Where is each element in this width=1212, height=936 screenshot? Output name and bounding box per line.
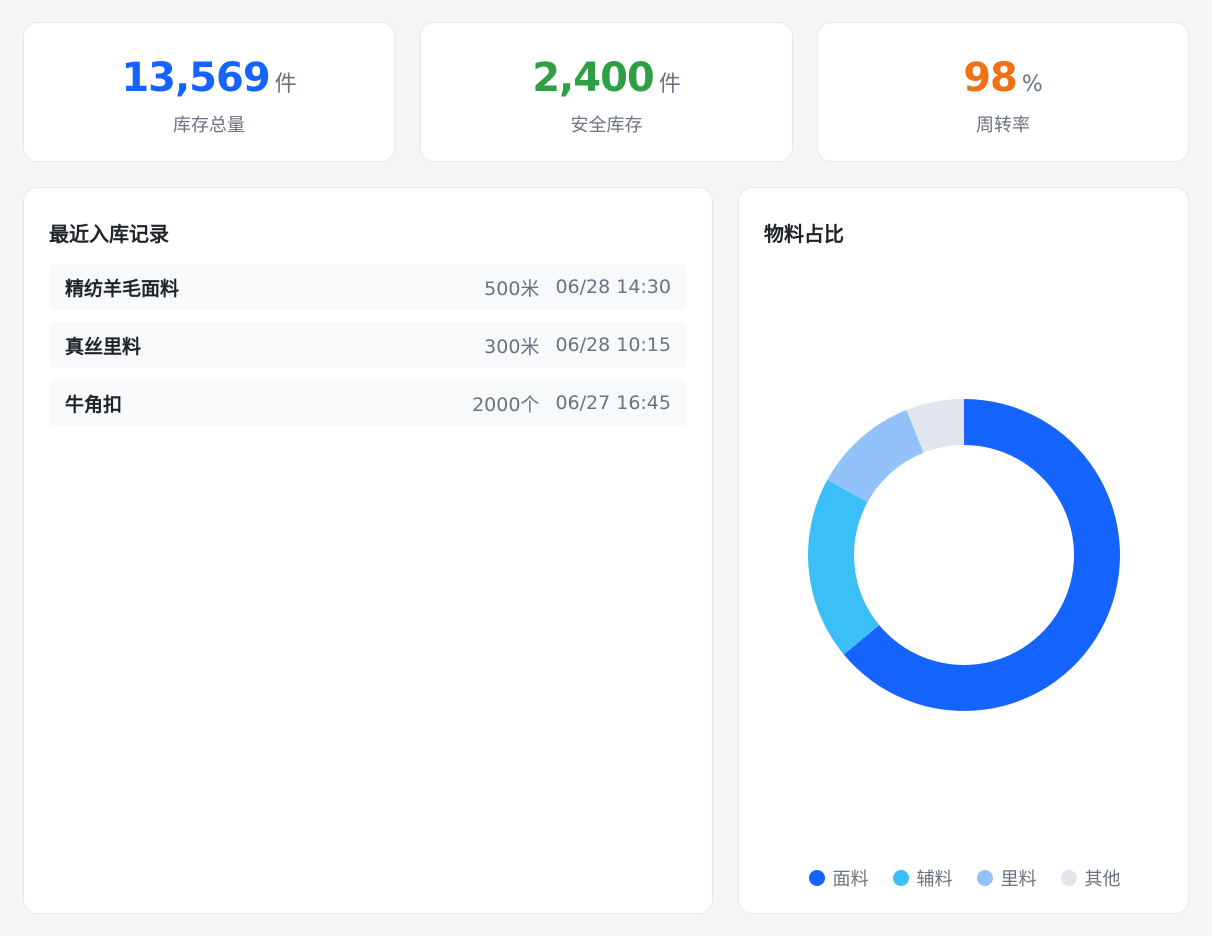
- legend-label: 面料: [832, 869, 869, 890]
- stat-unit: 件: [274, 72, 297, 97]
- pie-slice-1[interactable]: [843, 399, 1120, 711]
- stat-card-total-inventory: 13,569 件 库存总量: [23, 22, 395, 162]
- stat-value: 2,400: [532, 55, 655, 101]
- stat-label: 安全库存: [570, 115, 643, 136]
- legend-item[interactable]: 面料: [808, 865, 869, 891]
- legend-item[interactable]: 里料: [976, 865, 1037, 891]
- legend-swatch: [976, 870, 993, 886]
- legend-item[interactable]: 辅料: [892, 865, 953, 891]
- stat-label: 库存总量: [173, 115, 245, 136]
- chart-legend: 面料 辅料 里料 其他: [739, 865, 1190, 891]
- stat-value-row: 2,400 件: [421, 53, 792, 103]
- stat-value-row: 13,569 件: [24, 53, 394, 103]
- stat-unit: 件: [658, 72, 681, 97]
- recent-inbound-panel: 最近入库记录 精纺羊毛面料 500米 06/28 14:30 真丝里料 300米…: [23, 187, 713, 914]
- legend-label: 里料: [1000, 869, 1037, 890]
- stat-card-safety-stock: 2,400 件 安全库存: [420, 22, 793, 162]
- legend-swatch: [808, 870, 825, 886]
- pie-slice-3[interactable]: [827, 409, 924, 503]
- inbound-record-list: 精纺羊毛面料 500米 06/28 14:30 真丝里料 300米 06/28 …: [49, 264, 687, 438]
- legend-label: 辅料: [916, 869, 953, 890]
- panel-title: 最近入库记录: [49, 222, 169, 246]
- record-quantity: 2000个: [472, 393, 540, 416]
- record-time: 06/28 14:30: [555, 276, 671, 298]
- record-name: 精纺羊毛面料: [65, 277, 180, 300]
- legend-label: 其他: [1084, 869, 1121, 890]
- record-quantity: 300米: [484, 335, 540, 358]
- stat-unit: %: [1021, 72, 1043, 97]
- panel-title: 物料占比: [764, 222, 844, 246]
- list-item[interactable]: 牛角扣 2000个 06/27 16:45: [49, 380, 687, 426]
- record-name: 真丝里料: [65, 335, 142, 358]
- legend-swatch: [1060, 870, 1077, 886]
- legend-item[interactable]: 其他: [1060, 865, 1121, 891]
- stat-label: 周转率: [976, 115, 1030, 136]
- legend-swatch: [892, 870, 909, 886]
- stat-card-turnover-rate: 98 % 周转率: [817, 22, 1189, 162]
- material-donut-chart: [808, 399, 1120, 711]
- record-time: 06/28 10:15: [555, 334, 671, 356]
- list-item[interactable]: 精纺羊毛面料 500米 06/28 14:30: [49, 264, 687, 310]
- pie-slice-4[interactable]: [906, 399, 964, 453]
- stat-value-row: 98 %: [818, 53, 1188, 103]
- pie-slice-2[interactable]: [808, 479, 880, 655]
- stat-value: 98: [963, 55, 1018, 101]
- material-share-panel: 物料占比 面料 辅料 里料 其他: [738, 187, 1189, 914]
- record-time: 06/27 16:45: [555, 392, 671, 414]
- record-name: 牛角扣: [65, 393, 123, 416]
- stat-value: 13,569: [121, 55, 270, 101]
- record-quantity: 500米: [484, 277, 540, 300]
- list-item[interactable]: 真丝里料 300米 06/28 10:15: [49, 322, 687, 368]
